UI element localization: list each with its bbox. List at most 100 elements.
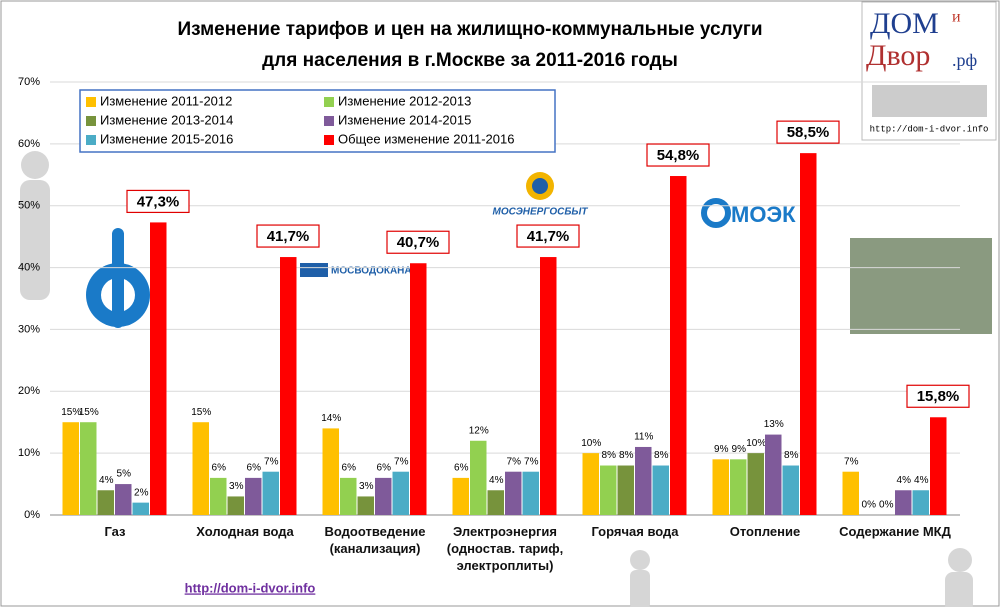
total-label: 41,7% — [256, 224, 320, 248]
legend-swatch — [86, 116, 96, 126]
data-label: 7% — [844, 456, 859, 467]
data-label: 10% — [581, 438, 601, 449]
bar — [540, 257, 557, 515]
label-box — [126, 189, 190, 214]
legend-swatch — [86, 97, 96, 107]
x-tick-label: Горячая вода — [591, 524, 679, 539]
logo-text: ДОМ — [870, 7, 939, 40]
bar — [150, 222, 167, 515]
label-box — [256, 224, 320, 248]
legend-label: Изменение 2011-2012 — [100, 93, 232, 108]
data-label: 7% — [507, 456, 522, 467]
footer-link[interactable]: http://dom-i-dvor.info — [185, 580, 316, 595]
label-box — [646, 143, 710, 167]
bar — [262, 471, 279, 515]
chart-title: Изменение тарифов и цен на жилищно-комму… — [177, 19, 762, 40]
bar — [210, 477, 227, 515]
bar — [617, 465, 634, 515]
data-label: 7% — [524, 456, 539, 467]
bar — [357, 496, 374, 515]
bar — [452, 477, 469, 515]
label-box — [776, 120, 840, 144]
y-tick-label: 60% — [18, 138, 40, 150]
x-tick-label: Содержание МКД — [839, 524, 951, 539]
label-box — [906, 384, 970, 408]
chart-subtitle: для населения в г.Москве за 2011-2016 го… — [262, 50, 678, 71]
data-label: 4% — [489, 475, 504, 486]
bar — [80, 422, 97, 515]
total-label: 40,7% — [386, 230, 450, 254]
data-label: 40,7% — [397, 234, 440, 251]
data-label: 15% — [79, 407, 99, 418]
bar — [245, 477, 262, 515]
data-label: 12% — [469, 425, 489, 436]
data-label: 4% — [99, 475, 114, 486]
bar — [912, 490, 929, 515]
data-label: 3% — [229, 481, 244, 492]
legend-swatch — [86, 135, 96, 145]
bar — [470, 440, 487, 515]
bar — [97, 490, 114, 515]
logo-url: http://dom-i-dvor.info — [870, 124, 989, 134]
data-label: 3% — [359, 481, 374, 492]
data-label: 6% — [377, 463, 392, 474]
data-label: 9% — [714, 444, 729, 455]
data-label: 4% — [914, 475, 929, 486]
data-label: 8% — [654, 450, 669, 461]
y-tick-label: 50% — [18, 200, 40, 212]
data-label: 54,8% — [657, 147, 700, 164]
label-box — [386, 230, 450, 254]
data-label: 11% — [634, 432, 653, 443]
y-tick-label: 10% — [18, 447, 40, 459]
label-box — [516, 224, 580, 248]
data-label: 8% — [784, 450, 799, 461]
legend-label: Изменение 2014-2015 — [338, 112, 471, 127]
bar — [895, 490, 912, 515]
legend-label: Изменение 2015-2016 — [100, 131, 233, 146]
legend-swatch — [324, 135, 334, 145]
x-tick-label: Газ — [104, 524, 126, 539]
legend-box — [79, 89, 556, 153]
bar — [635, 446, 652, 515]
brand-energosbyt: МОСЭНЕРГОСБЫТ — [492, 172, 588, 218]
bar — [322, 428, 339, 515]
bar — [132, 502, 149, 515]
data-label: 47,3% — [137, 193, 180, 210]
bar — [410, 263, 427, 515]
logo-text: и — [952, 9, 961, 26]
total-label: 58,5% — [776, 120, 840, 144]
bar — [800, 153, 817, 515]
data-label: 15,8% — [917, 388, 960, 405]
x-tick-label: Отопление — [729, 524, 801, 539]
bar — [842, 471, 859, 515]
bar — [747, 453, 764, 515]
data-label: 58,5% — [787, 124, 830, 141]
bar — [375, 477, 392, 515]
bar — [782, 465, 799, 515]
y-tick-label: 40% — [18, 261, 40, 273]
data-label: 15% — [61, 407, 81, 418]
data-label: 0% — [879, 500, 894, 511]
y-tick-label: 20% — [18, 385, 40, 397]
legend-swatch — [324, 116, 334, 126]
bar — [930, 417, 947, 515]
data-label: 6% — [212, 463, 227, 474]
logo-text: Двор — [866, 39, 930, 72]
bar — [115, 484, 132, 515]
x-tick-label: Водоотведение (канализация) — [324, 524, 426, 556]
x-tick-label: Электроэнергия (одностав. тариф, электро… — [446, 524, 564, 573]
bar — [670, 176, 687, 515]
data-label: 10% — [746, 438, 766, 449]
silhouettes — [20, 151, 973, 607]
legend-label: Изменение 2012-2013 — [338, 93, 471, 108]
y-tick-label: 0% — [24, 509, 40, 521]
logo-image — [872, 85, 987, 117]
bar — [582, 453, 599, 515]
data-label: 4% — [897, 475, 912, 486]
bar — [392, 471, 409, 515]
bar — [600, 465, 617, 515]
site-logo: ДОМ и Двор .рф http://dom-i-dvor.info — [861, 1, 997, 141]
x-tick-label: Холодная вода — [196, 524, 294, 539]
data-label: 6% — [247, 463, 262, 474]
